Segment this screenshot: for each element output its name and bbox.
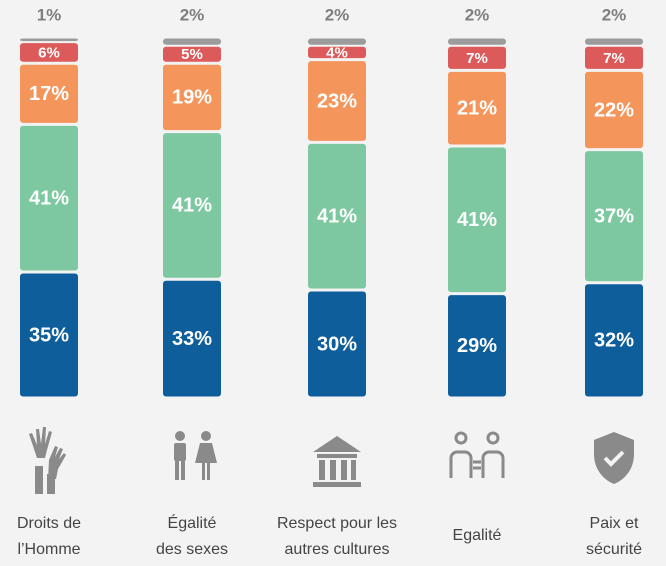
value-label: 41% xyxy=(317,205,357,227)
category-label: autres cultures xyxy=(285,541,390,558)
value-label: 23% xyxy=(317,90,357,112)
category-label: des sexes xyxy=(156,541,228,558)
bar-segment xyxy=(448,38,506,45)
category-label: Respect pour les xyxy=(277,515,397,532)
icon-gender xyxy=(174,431,217,480)
value-label: 41% xyxy=(29,187,69,209)
category-label: Droits de xyxy=(17,515,81,532)
value-label: 5% xyxy=(181,46,203,63)
bar-segment xyxy=(20,64,78,123)
bar-segment xyxy=(585,71,643,149)
bar-segment xyxy=(163,64,221,131)
category-label: sécurité xyxy=(586,541,642,558)
value-label: 33% xyxy=(172,328,212,350)
value-label: 4% xyxy=(326,44,348,61)
value-label: 32% xyxy=(594,330,634,352)
bar-segment xyxy=(308,61,366,141)
category-label: Egalité xyxy=(453,527,502,544)
value-label: 7% xyxy=(603,50,625,67)
bar-segment xyxy=(308,46,366,59)
value-label: 2% xyxy=(602,5,627,24)
value-label: 22% xyxy=(594,99,634,121)
bar-segment xyxy=(20,43,78,62)
bar-segment xyxy=(585,38,643,45)
bar-segment xyxy=(585,151,643,282)
value-label: 19% xyxy=(172,87,212,109)
bar-segment xyxy=(585,284,643,397)
bar-segment xyxy=(163,133,221,278)
value-label: 30% xyxy=(317,333,357,355)
value-label: 2% xyxy=(465,5,490,24)
category-label: Paix et xyxy=(590,515,639,532)
value-label: 21% xyxy=(457,97,497,119)
bar-segment xyxy=(20,273,78,397)
value-label: 1% xyxy=(37,5,62,24)
value-label: 6% xyxy=(38,44,60,61)
value-label: 7% xyxy=(466,50,488,67)
bar-segment xyxy=(20,38,78,42)
value-label: 2% xyxy=(325,5,350,24)
category-label: l’Homme xyxy=(17,541,80,558)
bar-segment xyxy=(308,291,366,397)
value-label: 41% xyxy=(172,195,212,217)
value-label: 29% xyxy=(457,335,497,357)
bar-segment xyxy=(308,143,366,289)
bar-segment xyxy=(448,295,506,397)
bar-segment xyxy=(163,38,221,45)
bar-segment xyxy=(585,46,643,69)
value-label: 35% xyxy=(29,324,69,346)
value-label: 17% xyxy=(29,83,69,105)
value-label: 41% xyxy=(457,209,497,231)
bar-segment xyxy=(20,125,78,271)
bar-segment xyxy=(163,46,221,62)
bar-segment xyxy=(308,38,366,45)
icon-hands xyxy=(29,427,66,494)
bar-segment xyxy=(448,147,506,293)
bar-segment xyxy=(448,46,506,69)
value-label: 37% xyxy=(594,205,634,227)
category-label: Égalité xyxy=(168,513,217,532)
icon-building xyxy=(313,436,361,487)
icon-equality xyxy=(449,431,505,478)
value-label: 2% xyxy=(180,5,205,24)
icon-shield xyxy=(594,432,634,484)
bar-segment xyxy=(163,280,221,397)
bar-segment xyxy=(448,71,506,145)
